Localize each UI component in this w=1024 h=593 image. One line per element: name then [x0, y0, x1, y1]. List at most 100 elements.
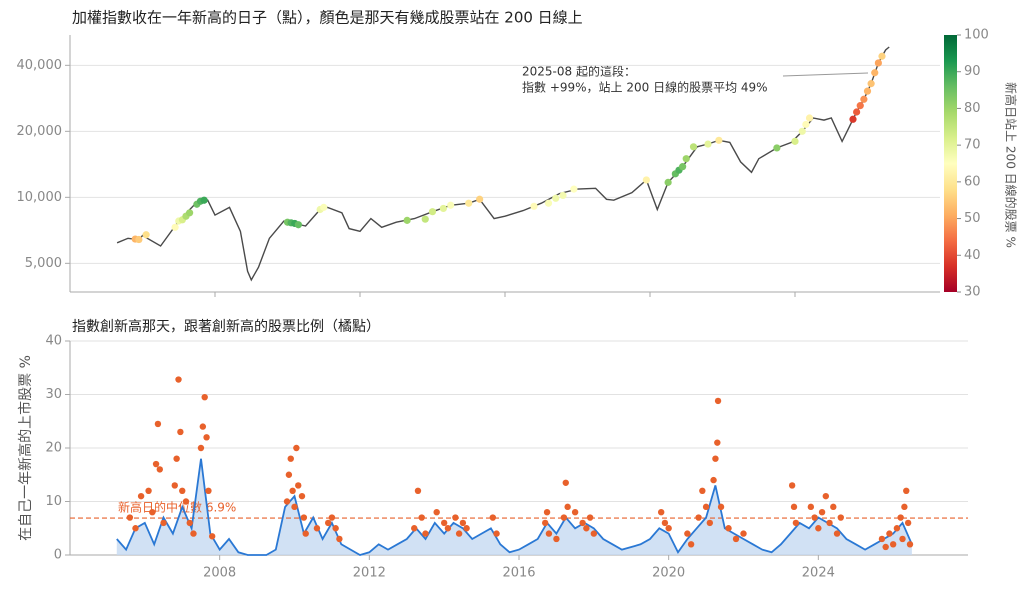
line — [116, 46, 890, 282]
scatter-point — [463, 525, 470, 532]
scatter-point — [712, 455, 719, 462]
colorbar-tick-label: 40 — [964, 248, 981, 263]
new-high-point — [664, 178, 672, 186]
new-high-point — [530, 202, 538, 210]
scatter-point — [298, 492, 306, 500]
new-high-point — [715, 136, 723, 144]
line — [116, 458, 913, 556]
new-high-point — [559, 191, 567, 200]
scatter-point — [433, 509, 440, 516]
new-high-point — [802, 120, 810, 129]
scatter-point — [904, 519, 912, 527]
scatter-point — [822, 492, 830, 500]
scatter-point — [205, 487, 212, 494]
scatter-point — [285, 471, 293, 478]
scatter-point — [179, 487, 186, 494]
scatter-point — [177, 428, 184, 436]
scatter-point — [132, 525, 139, 532]
scatter-point — [732, 535, 740, 543]
scatter-point — [586, 514, 594, 521]
y-tick-label: 40 — [45, 334, 62, 349]
scatter-point — [889, 541, 897, 548]
new-high-point — [791, 137, 799, 145]
new-high-point — [860, 95, 868, 103]
new-high-point — [689, 143, 698, 151]
scatter-point — [332, 525, 339, 532]
new-high-point — [544, 199, 553, 207]
scatter-point — [137, 492, 145, 500]
scatter-point — [160, 519, 167, 527]
scatter-point — [740, 530, 747, 537]
new-high-point — [428, 208, 437, 216]
scatter-point — [543, 509, 551, 516]
scatter-point — [882, 543, 889, 551]
y-tick-label: 0 — [54, 548, 62, 563]
scatter-point — [291, 503, 298, 511]
scatter-point — [897, 514, 904, 521]
annotation-arrow — [782, 72, 869, 77]
scatter-point — [826, 519, 833, 527]
scatter-point — [706, 519, 714, 527]
scatter-point — [201, 393, 208, 401]
scatter-point — [171, 482, 178, 489]
scatter-point — [182, 498, 190, 505]
scatter-point — [657, 509, 665, 516]
colorbar-tick-label: 60 — [964, 174, 981, 189]
x-tick-label: 2008 — [203, 566, 236, 581]
colorbar-tick-label: 80 — [964, 101, 981, 116]
y-tick-label: 10,000 — [17, 190, 63, 205]
scatter-point — [695, 514, 702, 521]
scatter-point — [830, 503, 837, 511]
y-axis-label: 在自己一年新高的上市股票 % — [17, 355, 34, 541]
scatter-point — [725, 525, 732, 532]
scatter-point — [665, 525, 672, 532]
colorbar-tick-label: 50 — [964, 211, 981, 226]
scatter-point — [893, 525, 901, 532]
new-high-point — [878, 52, 886, 60]
scatter-point — [199, 423, 207, 430]
scatter-point — [145, 487, 152, 494]
new-high-point — [186, 209, 194, 217]
scatter-point — [899, 535, 906, 543]
new-high-point — [320, 203, 328, 211]
y-tick-label: 20 — [45, 441, 62, 456]
new-high-point — [570, 185, 578, 193]
colorbar-tick-label: 30 — [964, 285, 981, 300]
colorbar — [944, 35, 957, 292]
scatter-point — [175, 376, 182, 383]
new-high-point — [704, 140, 712, 148]
new-high-point — [403, 216, 411, 224]
scatter-point — [149, 509, 156, 516]
panel-title: 指數創新高那天，跟著創新高的股票比例（橘點） — [72, 318, 380, 335]
scatter-point — [818, 509, 826, 516]
scatter-point — [493, 530, 500, 537]
colorbar-tick-label: 70 — [964, 138, 981, 153]
scatter-point — [717, 503, 725, 511]
new-high-point — [863, 87, 872, 95]
new-high-point — [552, 194, 560, 202]
annotation: 指數 +99%，站上 200 日線的股票平均 49% — [522, 80, 768, 95]
scatter-point — [452, 514, 459, 521]
new-high-point — [867, 80, 875, 88]
new-high-point — [465, 199, 473, 207]
scatter-point — [906, 541, 914, 548]
scatter-point — [714, 397, 722, 405]
scatter-point — [126, 514, 134, 521]
scatter-point — [444, 525, 452, 532]
scatter-point — [300, 514, 308, 521]
new-high-point — [200, 196, 208, 204]
y-tick-label: 5,000 — [25, 256, 62, 271]
scatter-point — [702, 503, 710, 511]
scatter-point — [440, 519, 448, 527]
scatter-point — [422, 530, 429, 537]
scatter-point — [455, 530, 463, 537]
scatter-point — [710, 476, 717, 484]
scatter-point — [152, 460, 160, 468]
scatter-point — [489, 514, 497, 521]
scatter-point — [186, 519, 193, 527]
scatter-point — [788, 482, 796, 489]
scatter-point — [564, 503, 571, 511]
scatter-point — [837, 514, 844, 521]
scatter-point — [324, 519, 332, 527]
